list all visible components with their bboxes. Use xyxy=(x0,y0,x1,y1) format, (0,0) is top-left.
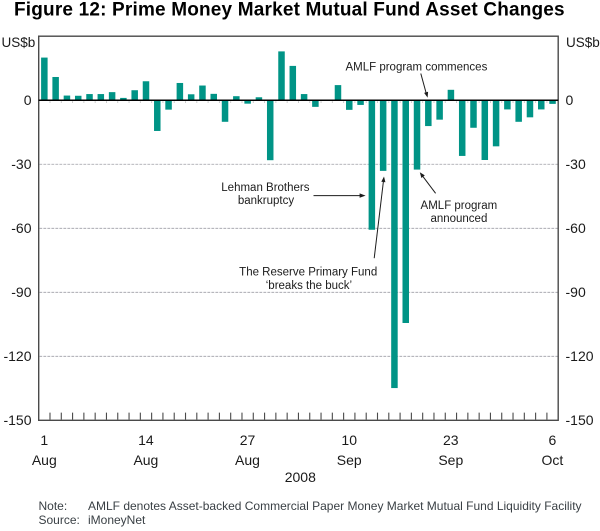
svg-text:1: 1 xyxy=(40,432,48,448)
svg-text:Note:: Note: xyxy=(39,499,68,513)
svg-text:Aug: Aug xyxy=(32,452,57,468)
svg-text:-60: -60 xyxy=(566,220,586,236)
svg-text:-150: -150 xyxy=(566,412,594,428)
svg-text:10: 10 xyxy=(341,432,357,448)
svg-text:iMoneyNet: iMoneyNet xyxy=(88,513,146,527)
svg-text:-90: -90 xyxy=(11,284,31,300)
svg-text:Figure 12: Prime Money Market: Figure 12: Prime Money Market Mutual Fun… xyxy=(14,0,565,21)
svg-text:bankruptcy: bankruptcy xyxy=(238,195,295,207)
svg-text:-30: -30 xyxy=(566,156,586,172)
svg-text:Oct: Oct xyxy=(542,452,564,468)
svg-text:0: 0 xyxy=(566,92,574,108)
svg-text:-60: -60 xyxy=(11,220,31,236)
svg-text:0: 0 xyxy=(24,92,32,108)
svg-text:Sep: Sep xyxy=(337,452,362,468)
svg-text:14: 14 xyxy=(138,432,154,448)
svg-text:-120: -120 xyxy=(566,348,594,364)
svg-text:AMLF denotes Asset-backed Comm: AMLF denotes Asset-backed Commercial Pap… xyxy=(88,499,582,513)
svg-text:The Reserve Primary Fund: The Reserve Primary Fund xyxy=(239,267,377,279)
svg-text:Source:: Source: xyxy=(39,513,80,527)
svg-text:US$b: US$b xyxy=(566,35,600,50)
svg-text:-150: -150 xyxy=(3,412,31,428)
svg-text:23: 23 xyxy=(443,432,459,448)
svg-text:‘breaks the buck’: ‘breaks the buck’ xyxy=(266,280,352,292)
svg-text:US$b: US$b xyxy=(2,35,36,50)
svg-text:27: 27 xyxy=(240,432,256,448)
svg-text:AMLF program: AMLF program xyxy=(421,200,498,212)
svg-text:Lehman Brothers: Lehman Brothers xyxy=(221,182,309,194)
svg-text:-30: -30 xyxy=(11,156,31,172)
svg-text:-120: -120 xyxy=(3,348,31,364)
svg-text:Sep: Sep xyxy=(438,452,463,468)
svg-text:Aug: Aug xyxy=(235,452,260,468)
svg-text:6: 6 xyxy=(549,432,557,448)
svg-text:2008: 2008 xyxy=(285,469,316,485)
svg-text:announced: announced xyxy=(430,213,487,225)
svg-text:AMLF program commences: AMLF program commences xyxy=(345,61,487,73)
svg-text:Aug: Aug xyxy=(133,452,158,468)
svg-text:-90: -90 xyxy=(566,284,586,300)
